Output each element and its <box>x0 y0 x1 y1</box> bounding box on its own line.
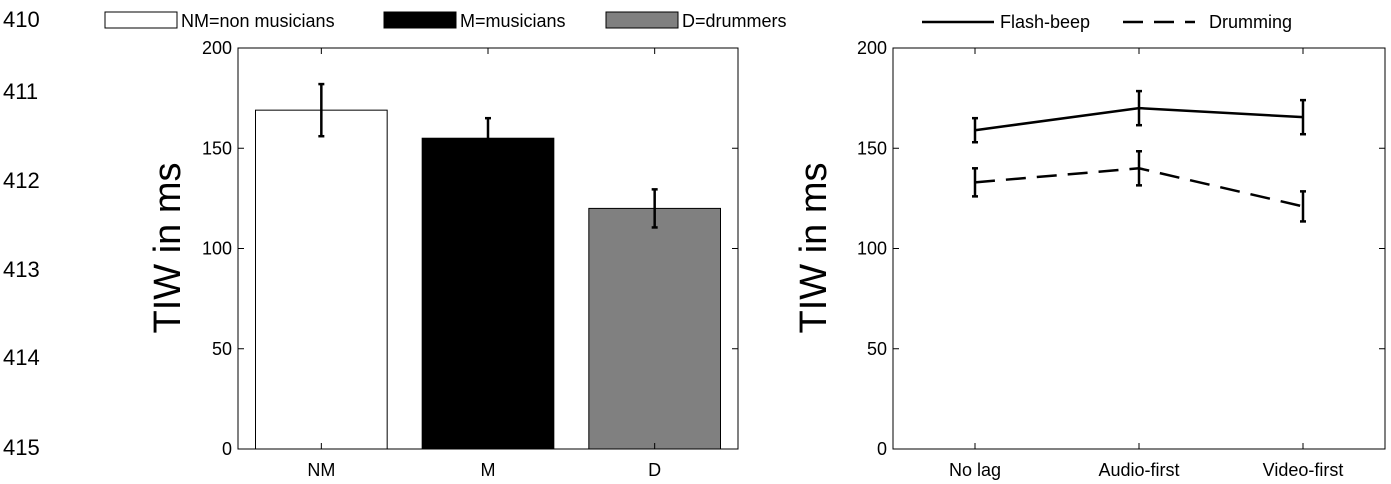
legend-swatch <box>383 11 457 29</box>
x-tick-label: NM <box>307 460 335 480</box>
margin-line-number: 410 <box>3 7 40 32</box>
margin-line-number: 411 <box>3 79 38 104</box>
line-chart-series <box>972 89 1306 223</box>
x-tick-label: Video-first <box>1263 460 1344 480</box>
bar <box>421 137 555 450</box>
legend-swatch <box>104 11 178 29</box>
margin-line-numbers: 410 411 412 413 414 415 <box>3 7 40 460</box>
legend-label: M=musicians <box>460 11 566 31</box>
margin-line-number: 413 <box>3 257 40 282</box>
x-tick-label: No lag <box>949 460 1001 480</box>
margin-line-number: 414 <box>3 345 40 370</box>
margin-line-number: 415 <box>3 435 40 460</box>
legend-label: Flash-beep <box>1000 12 1090 32</box>
line-chart-y-ticks: 0 50 100 150 200 <box>857 38 1385 459</box>
y-tick-label: 0 <box>222 439 232 459</box>
y-tick-label: 100 <box>857 239 887 259</box>
bar-chart-bars <box>255 82 721 450</box>
bar <box>588 207 721 450</box>
x-tick-label: Audio-first <box>1098 460 1179 480</box>
y-tick-label: 0 <box>877 439 887 459</box>
x-tick-label: D <box>648 460 661 480</box>
legend-label: Drumming <box>1209 12 1292 32</box>
y-tick-label: 150 <box>202 138 232 158</box>
legend-label: D=drummers <box>682 11 787 31</box>
line-chart-x-ticks: No lag Audio-first Video-first <box>949 48 1343 480</box>
y-tick-label: 50 <box>212 339 232 359</box>
x-tick-label: M <box>481 460 496 480</box>
bar-chart-x-ticks: NM M D <box>307 48 661 480</box>
bar <box>255 109 388 450</box>
y-tick-label: 200 <box>857 38 887 58</box>
bar-chart: NM=non musicians M=musicians D=drummers 0 5… <box>104 11 787 480</box>
line-chart-y-axis-label: TIW in ms <box>793 163 835 334</box>
y-tick-label: 150 <box>857 138 887 158</box>
y-tick-label: 200 <box>202 38 232 58</box>
bar-chart-y-ticks: 0 50 100 150 200 <box>202 38 738 459</box>
line-chart: Flash-beep Drumming 0 50 100 150 200 No lag Au… <box>793 12 1386 480</box>
y-tick-label: 50 <box>867 339 887 359</box>
bar-chart-legend: NM=non musicians M=musicians D=drummers <box>104 11 787 31</box>
y-tick-label: 100 <box>202 239 232 259</box>
margin-line-number: 412 <box>3 168 40 193</box>
legend-label: NM=non musicians <box>181 11 335 31</box>
bar-chart-y-axis-label: TIW in ms <box>147 163 189 334</box>
legend-swatch <box>605 11 679 29</box>
line-chart-legend: Flash-beep Drumming <box>922 12 1292 32</box>
